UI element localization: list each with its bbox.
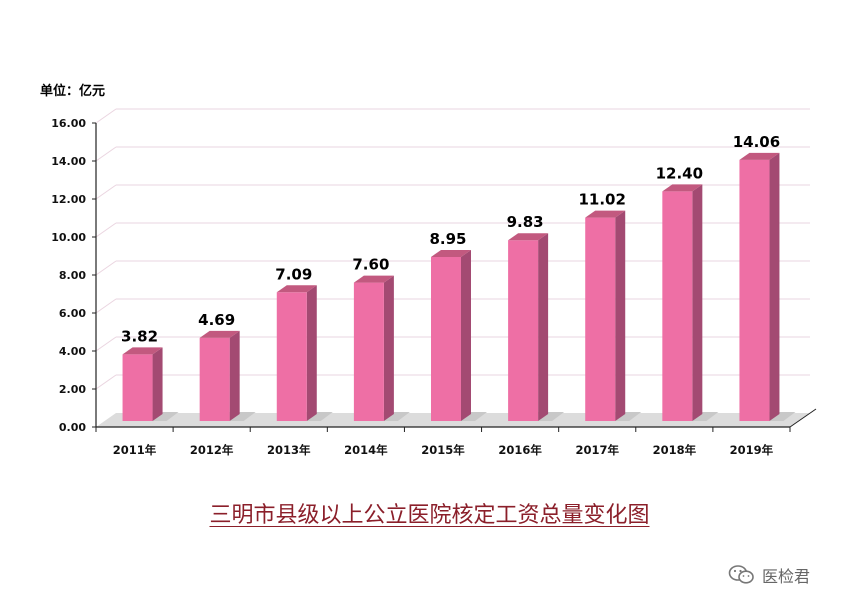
- floor-edge: [789, 408, 817, 428]
- bar: [122, 354, 153, 421]
- y-tick-label: 12.00: [51, 193, 86, 206]
- x-tick-label: 2011年: [113, 443, 157, 457]
- bar: [585, 217, 616, 421]
- x-tick-label: 2015年: [421, 443, 465, 457]
- bar: [508, 240, 539, 421]
- bar-value-label: 3.82: [121, 327, 158, 345]
- bar-top: [276, 285, 317, 293]
- y-tick-label: 0.00: [59, 421, 86, 434]
- watermark: 医检君: [728, 563, 810, 587]
- gridline-side: [95, 146, 117, 162]
- y-tick-label: 4.00: [59, 345, 86, 358]
- y-tick-label: 6.00: [59, 307, 86, 320]
- bar-side: [538, 233, 549, 421]
- bar-top: [585, 210, 626, 218]
- gridline-side: [95, 336, 117, 352]
- x-tick-label: 2019年: [730, 443, 774, 457]
- y-tick-label: 2.00: [59, 383, 86, 396]
- bar-side: [229, 330, 240, 421]
- bar-value-label: 7.60: [352, 256, 389, 274]
- gridline-side: [95, 184, 117, 200]
- bar-side: [152, 347, 163, 421]
- x-tick-label: 2012年: [190, 443, 234, 457]
- x-tick-label: 2017年: [575, 443, 619, 457]
- x-tick-label: 2016年: [498, 443, 542, 457]
- bar: [431, 256, 461, 421]
- gridline-side: [95, 374, 117, 390]
- bar-top: [353, 275, 394, 283]
- bar-value-label: 8.95: [429, 230, 466, 248]
- bar: [276, 292, 307, 421]
- bar-top: [662, 184, 703, 192]
- bar: [662, 191, 693, 421]
- bar-side: [692, 184, 703, 421]
- bar-value-label: 12.40: [656, 164, 703, 182]
- bar-top: [431, 249, 471, 257]
- unit-label: 单位：亿元: [40, 84, 106, 99]
- bar-side: [769, 152, 780, 422]
- bar-chart: 0.00 2.00 4.00 6.00 8.00 10.00 12.00 14.00 16.00…: [51, 108, 817, 457]
- bar: [199, 337, 230, 421]
- gridline-side: [95, 222, 117, 238]
- bar-top: [508, 233, 549, 241]
- bar: [353, 282, 384, 421]
- bar-value-label: 14.06: [733, 133, 780, 151]
- y-tick-label: 14.00: [51, 155, 86, 168]
- x-tick-label: 2013年: [267, 443, 311, 457]
- wechat-icon: [728, 565, 754, 584]
- x-tick-label: 2018年: [653, 443, 697, 457]
- bar: [739, 159, 770, 422]
- y-tick-label: 10.00: [51, 231, 86, 244]
- bar-top: [739, 152, 780, 160]
- gridline-side: [95, 298, 117, 314]
- bar-top: [199, 330, 240, 338]
- bar-side: [383, 275, 394, 421]
- bar-side: [461, 249, 471, 421]
- y-tick-label: 16.00: [51, 117, 86, 130]
- watermark-text: 医检君: [762, 567, 811, 586]
- gridline-side: [95, 108, 117, 124]
- gridline-side: [95, 260, 117, 276]
- chart-title: 三明市县级以上公立医院核定工资总量变化图: [209, 503, 650, 528]
- bar-side: [306, 285, 317, 421]
- bar-side: [615, 210, 626, 421]
- bar-value-label: 4.69: [198, 311, 235, 329]
- y-tick-label: 8.00: [59, 269, 86, 282]
- bar-value-label: 11.02: [578, 191, 625, 209]
- bar-top: [122, 347, 163, 355]
- x-tick-label: 2014年: [344, 443, 388, 457]
- bar-value-label: 9.83: [507, 213, 544, 231]
- bar-value-label: 7.09: [275, 265, 312, 283]
